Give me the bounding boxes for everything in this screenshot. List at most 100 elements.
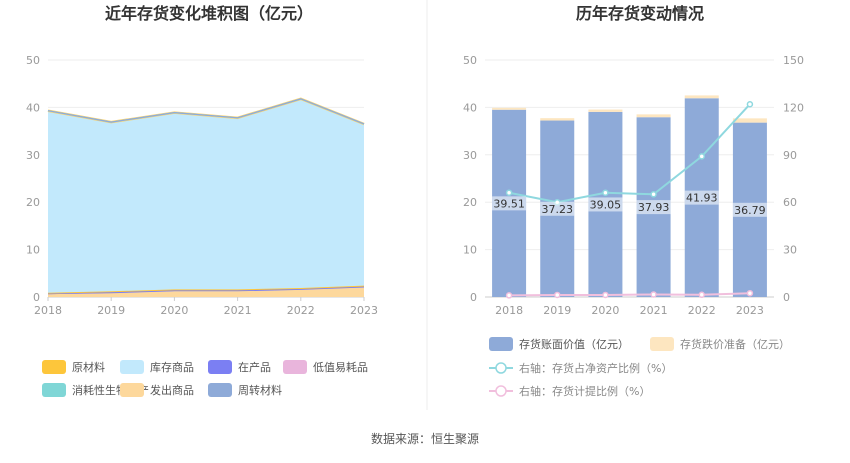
left-y-tick: 20 [26, 196, 40, 209]
left-y-tick: 30 [26, 149, 40, 162]
right-y2-tick: 90 [783, 149, 797, 162]
right-legend: 存货账面价值（亿元） 存货跌价准备（亿元） 右轴：存货占净资产比例（%） 右轴：存货计… [489, 337, 790, 398]
right-y-tick: 10 [463, 244, 477, 257]
inventory-change-bar-chart: 历年存货变动情况 0 10 20 30 40 50 0 30 60 90 120 150 39.51… [463, 4, 804, 398]
right-x-axis: 2018 2019 2020 2021 2022 2023 [495, 304, 764, 317]
right-bar-label: 37.93 [638, 201, 670, 214]
data-source: 数据来源：恒生聚源 [371, 431, 479, 446]
right-y-tick: 20 [463, 196, 477, 209]
right-y2-tick: 150 [783, 54, 804, 67]
left-legend-label: 原材料 [72, 360, 105, 374]
right-line-point [602, 291, 609, 299]
right-bar-provision [684, 95, 719, 99]
right-bar-label-bg [492, 196, 527, 211]
right-line-point [746, 289, 754, 297]
right-x-tick: 2018 [495, 304, 523, 317]
right-line-point [602, 189, 609, 196]
right-bar-label-bg [540, 201, 575, 216]
left-y-tick: 10 [26, 244, 40, 257]
left-x-tick: 2020 [160, 304, 188, 317]
right-legend-marker [495, 385, 507, 397]
right-x-tick: 2020 [591, 304, 619, 317]
right-line-3 [509, 292, 750, 297]
right-x-tick: 2022 [688, 304, 716, 317]
right-y-tick: 0 [470, 291, 477, 304]
left-legend-label: 发出商品 [150, 383, 194, 397]
left-legend-swatch [208, 383, 232, 397]
left-x-tick: 2023 [350, 304, 378, 317]
right-legend-label: 存货账面价值（亿元） [519, 337, 629, 351]
right-line-point [650, 291, 657, 298]
left-legend-label: 库存商品 [150, 360, 194, 374]
right-y2-tick: 30 [783, 244, 797, 257]
right-bar-provision [732, 118, 767, 123]
right-y-tick: 50 [463, 54, 477, 67]
right-bar-label-bg [588, 197, 623, 212]
right-chart-title: 历年存货变动情况 [576, 4, 704, 23]
right-bar-provision [636, 114, 671, 118]
right-bar-label-bg [732, 202, 767, 217]
left-legend-swatch [208, 360, 232, 374]
left-area-库存商品 [48, 98, 364, 293]
left-x-tick: 2021 [224, 304, 252, 317]
right-y2-tick: 0 [783, 291, 790, 304]
left-area-发出商品 [48, 287, 364, 297]
left-area-series [47, 97, 365, 297]
right-bar-label: 39.05 [590, 198, 622, 211]
right-x-tick: 2023 [736, 304, 764, 317]
left-y-tick: 40 [26, 101, 40, 114]
right-legend-label: 右轴：存货计提比例（%） [519, 384, 650, 398]
left-legend-swatch [120, 383, 144, 397]
right-line-point [554, 291, 561, 299]
left-chart-title: 近年存货变化堆积图（亿元） [105, 4, 313, 23]
right-bar-labels: 39.51 37.23 39.05 37.93 41.93 36.79 [492, 190, 767, 217]
left-legend-label: 周转材料 [238, 383, 282, 397]
left-legend-swatch [283, 360, 307, 374]
right-legend-swatch [650, 337, 674, 351]
right-bar-label: 39.51 [493, 197, 525, 210]
right-x-tick: 2019 [543, 304, 571, 317]
left-x-tick: 2022 [287, 304, 315, 317]
right-legend-swatch [489, 337, 513, 351]
right-bar-label-bg [636, 200, 671, 215]
right-bar-provision [492, 107, 527, 110]
right-line-point [650, 191, 657, 198]
right-line-point [698, 291, 705, 299]
right-bar-provision [588, 109, 623, 112]
left-x-axis: 2018 2019 2020 2021 2022 2023 [34, 297, 378, 317]
left-x-tick: 2019 [97, 304, 125, 317]
right-line-point [698, 153, 705, 160]
left-y-tick: 0 [33, 291, 40, 304]
right-x-tick: 2021 [640, 304, 668, 317]
right-y-tick: 30 [463, 149, 477, 162]
right-line-point [746, 100, 754, 108]
right-y2-tick: 60 [783, 196, 797, 209]
right-bar-provision [540, 118, 575, 121]
right-bar-label: 37.23 [542, 203, 574, 216]
left-legend-label: 在产品 [238, 360, 271, 374]
right-gridlines [485, 59, 774, 298]
left-area-line-周转材料 [47, 98, 365, 125]
right-y-tick: 40 [463, 101, 477, 114]
left-legend-label: 低值易耗品 [313, 361, 368, 374]
right-legend-label: 存货跌价准备（亿元） [680, 337, 790, 351]
right-line-point [505, 189, 513, 196]
left-y-axis: 0 10 20 30 40 50 [26, 54, 40, 304]
right-legend-label: 右轴：存货占净资产比例（%） [519, 361, 672, 375]
left-legend-swatch [42, 360, 66, 374]
right-y-axis-left: 0 10 20 30 40 50 [463, 54, 477, 304]
right-lines [505, 100, 754, 299]
right-bar-label-bg [684, 190, 719, 205]
right-bars [492, 95, 767, 298]
left-y-tick: 50 [26, 54, 40, 67]
right-bar-label: 36.79 [734, 204, 766, 217]
right-y2-tick: 120 [783, 101, 804, 114]
right-line-2 [508, 103, 751, 204]
right-bar-label: 41.93 [686, 192, 718, 205]
right-line-point [505, 292, 513, 299]
right-legend-marker [495, 362, 507, 374]
right-y-axis-right: 0 30 60 90 120 150 [783, 54, 804, 304]
